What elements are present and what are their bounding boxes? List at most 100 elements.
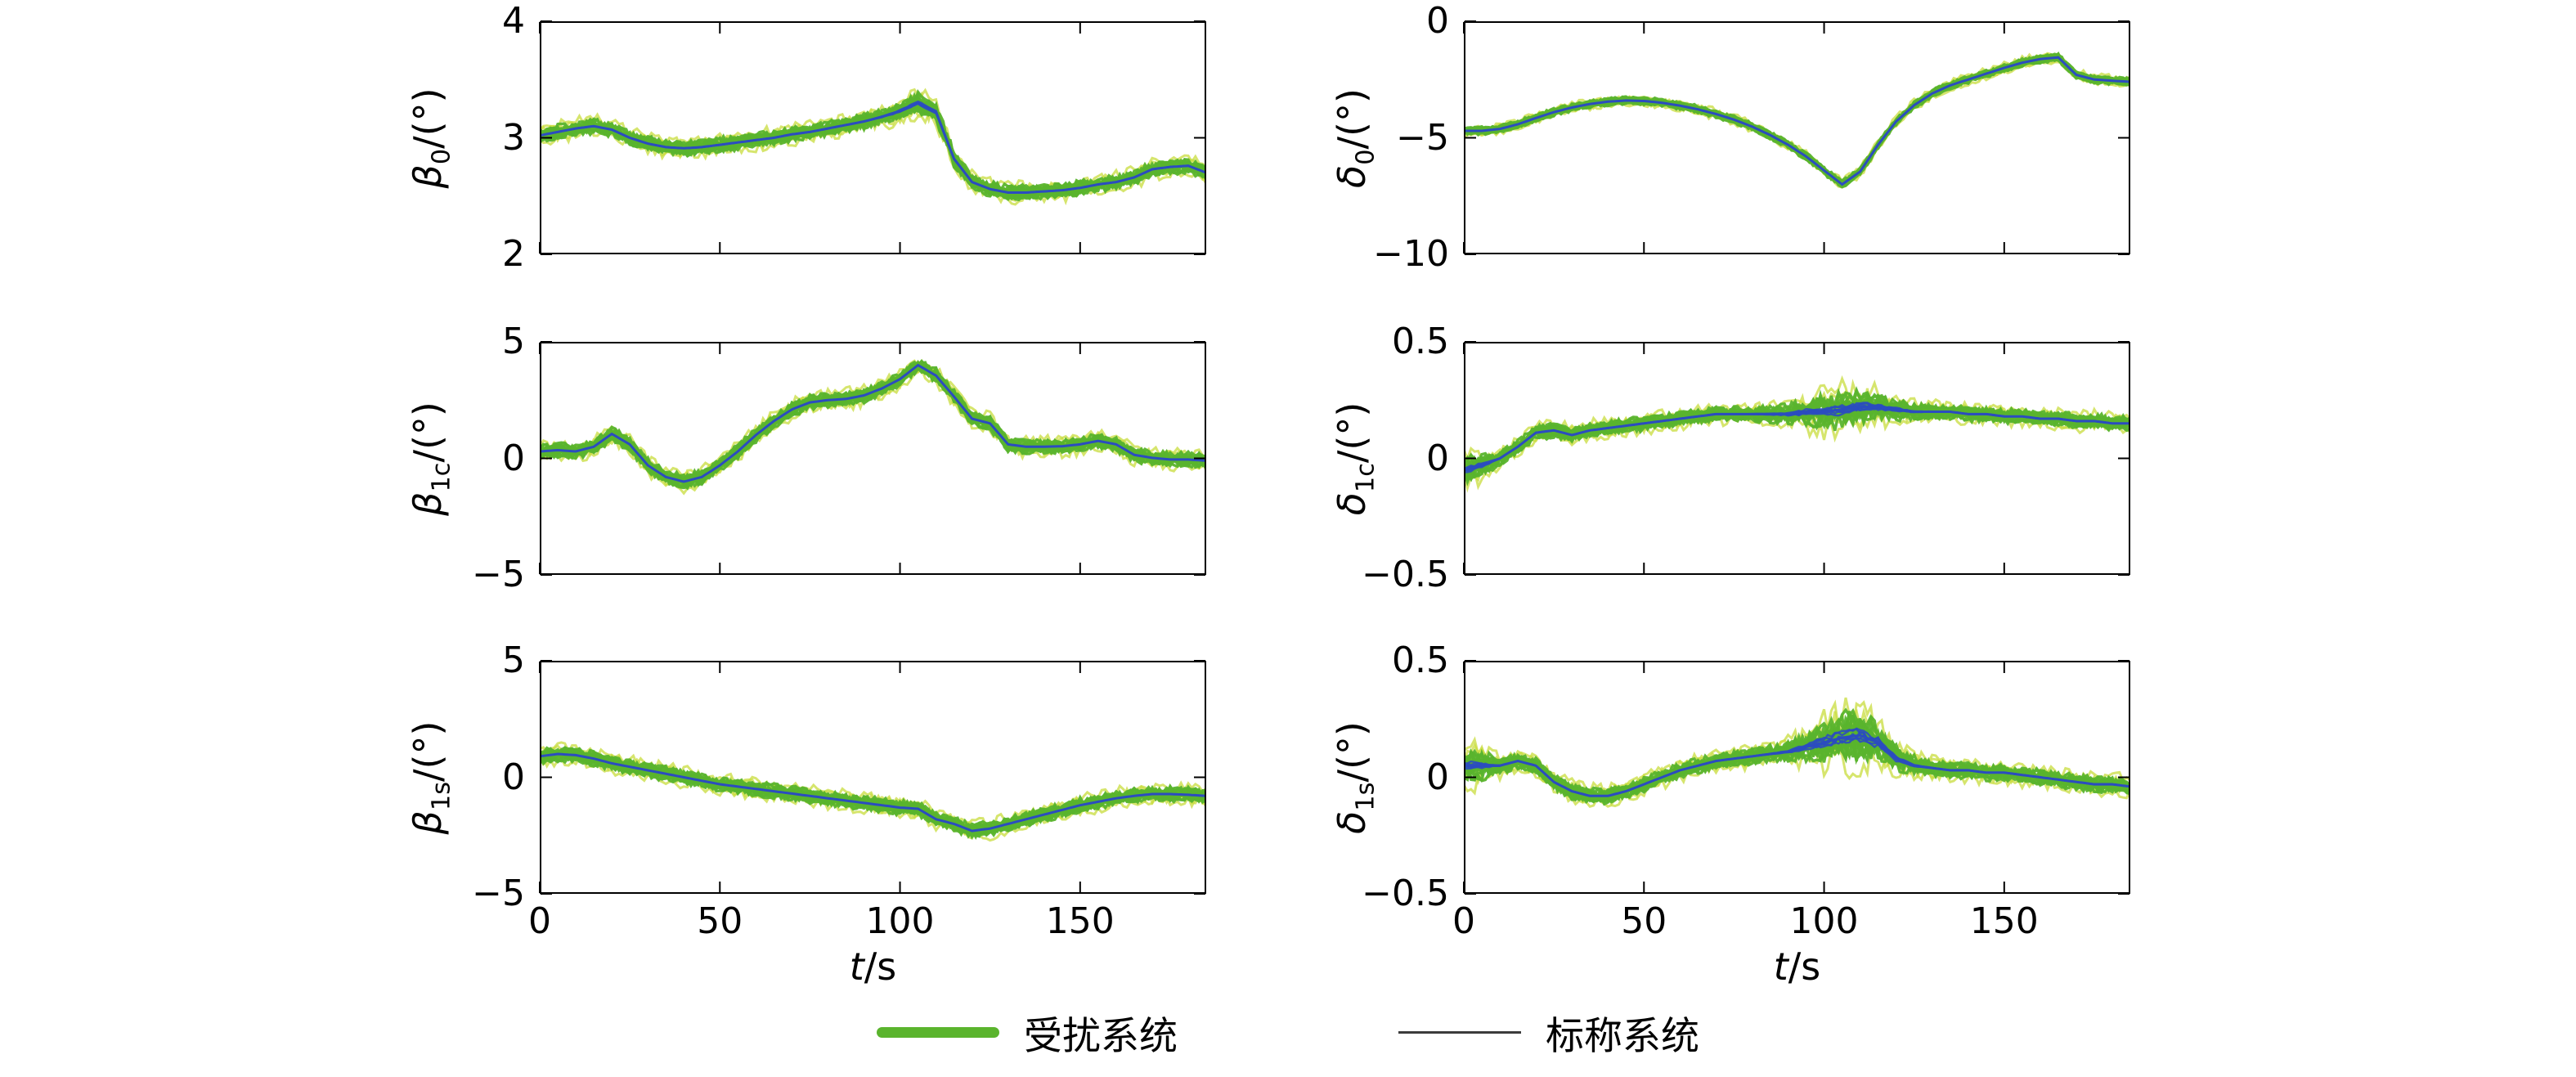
- x-axis-unit: /s: [864, 945, 897, 989]
- y-axis-subscript: 0: [1351, 148, 1380, 165]
- y-tick-label: 3: [502, 116, 525, 159]
- band-fringe: [1464, 59, 2130, 189]
- y-axis-subscript: 1c: [1351, 462, 1380, 492]
- x-tick-label: 150: [1969, 900, 2039, 942]
- band-line: [1464, 52, 2130, 186]
- series-layer: [1464, 52, 2130, 189]
- y-axis-unit: /(°): [1330, 402, 1375, 463]
- band-line: [1464, 53, 2130, 188]
- nominal-line: [540, 752, 1206, 832]
- y-axis-symbol: δ: [1330, 491, 1375, 515]
- band-fringe: [1464, 52, 2130, 185]
- y-tick-label: 5: [502, 639, 525, 681]
- nominal-line: [1464, 734, 2130, 797]
- y-tick-label: 4: [502, 0, 525, 42]
- legend-label-perturbed: 受扰系统: [1024, 1014, 1178, 1059]
- y-axis-unit: /(°): [1330, 720, 1375, 783]
- y-tick-label: −5: [1396, 116, 1449, 159]
- subplot-delta1s: −0.5 0 0.5 0 50 100 150 δ1s/(°) t/s: [1330, 643, 2130, 985]
- band-fringe: [540, 88, 1206, 193]
- nominal-line: [540, 363, 1206, 483]
- y-tick-label: −0.5: [1362, 873, 1449, 914]
- band-fringe: [540, 365, 1206, 489]
- y-axis-unit: /(°): [406, 87, 451, 149]
- band-line: [540, 361, 1206, 488]
- legend-item-nominal: 标称系统: [1398, 1004, 1699, 1061]
- nominal-line: [1464, 56, 2130, 186]
- y-tick-label: 0: [1426, 756, 1449, 798]
- band-line: [1464, 53, 2130, 182]
- plot-area-beta1c: [539, 341, 1206, 576]
- band-line: [1464, 57, 2130, 189]
- plot-area-beta1s: [539, 660, 1206, 895]
- y-axis-label-delta1s: δ1s/(°): [1330, 720, 1380, 834]
- y-axis-subscript: 1c: [427, 462, 456, 492]
- band-line: [540, 366, 1206, 491]
- y-tick-label: 0: [502, 437, 525, 479]
- y-tick-label: 0: [1426, 0, 1449, 42]
- band-line: [1464, 53, 2130, 186]
- y-tick-label: −10: [1373, 233, 1449, 275]
- y-tick-label: 0: [1426, 437, 1449, 479]
- band-fringe: [1464, 52, 2130, 186]
- subplot-beta1s: −5 0 5 0 50 100 150 β1s/(°) t/s: [406, 643, 1206, 985]
- band-line: [540, 107, 1206, 202]
- y-axis-label-delta1c: δ1c/(°): [1330, 402, 1380, 515]
- subplot-beta0: 2 3 4 β0/(°): [406, 3, 1206, 272]
- legend-sample-nominal-line: [1398, 1031, 1521, 1034]
- band-line: [1464, 54, 2130, 187]
- perturbed-core-line: [1464, 55, 2130, 188]
- y-tick-label: −5: [472, 873, 525, 914]
- x-tick-label: 100: [1789, 900, 1859, 942]
- nominal-line: [1464, 406, 2130, 472]
- band-line: [1464, 56, 2130, 187]
- x-tick-label: 50: [1621, 900, 1667, 942]
- y-tick-label: 0: [502, 756, 525, 798]
- legend-sample-perturbed-line: [877, 1027, 999, 1038]
- subplot-beta1c: −5 0 5 β1c/(°): [406, 324, 1206, 593]
- band-fringe: [1464, 54, 2130, 187]
- plot-area-delta0: [1463, 20, 2130, 255]
- series-layer: [540, 88, 1206, 206]
- series-layer: [540, 741, 1206, 842]
- x-tick-label: 150: [1045, 900, 1115, 942]
- y-axis-unit: /(°): [406, 720, 451, 782]
- band-line: [1464, 55, 2130, 186]
- x-axis-label: t/s: [1774, 948, 1821, 985]
- y-axis-label-delta0: δ0/(°): [1330, 88, 1380, 188]
- band-line: [1464, 56, 2130, 189]
- y-tick-label: 0.5: [1392, 639, 1449, 681]
- band-line: [1464, 54, 2130, 184]
- x-tick-label: 0: [1452, 900, 1475, 942]
- axes-box: [1464, 342, 2130, 575]
- y-axis-subscript: 1s: [1351, 782, 1380, 811]
- series-layer: [1464, 375, 2130, 493]
- legend-item-perturbed: 受扰系统: [877, 1004, 1178, 1061]
- x-tick-label: 0: [528, 900, 551, 942]
- band-line: [1464, 56, 2130, 188]
- y-axis-symbol: δ: [1330, 164, 1375, 188]
- plot-area-beta0: [539, 20, 1206, 255]
- band-line: [1464, 55, 2130, 185]
- x-axis-label: t/s: [850, 948, 897, 985]
- y-axis-label-beta1c: β1c/(°): [406, 401, 456, 516]
- x-axis-symbol: t: [849, 945, 864, 989]
- y-tick-label: 5: [502, 321, 525, 362]
- y-axis-label-beta1s: β1s/(°): [406, 720, 456, 834]
- y-axis-unit: /(°): [1330, 88, 1375, 149]
- legend: 受扰系统 标称系统: [0, 1004, 2576, 1061]
- y-tick-label: 2: [502, 233, 525, 275]
- subplot-delta1c: −0.5 0 0.5 δ1c/(°): [1330, 324, 2130, 593]
- y-axis-symbol: β: [406, 164, 451, 189]
- series-layer: [1464, 697, 2130, 809]
- y-tick-label: −0.5: [1362, 554, 1449, 595]
- legend-label-nominal: 标称系统: [1546, 1014, 1699, 1059]
- y-axis-label-beta0: β0/(°): [406, 87, 456, 189]
- band-fringe: [540, 741, 1206, 830]
- nominal-line: [540, 101, 1206, 194]
- y-axis-unit: /(°): [406, 401, 451, 463]
- subplot-delta0: −10 −5 0 δ0/(°): [1330, 3, 2130, 272]
- y-axis-subscript: 0: [427, 148, 456, 164]
- y-axis-symbol: β: [406, 810, 451, 834]
